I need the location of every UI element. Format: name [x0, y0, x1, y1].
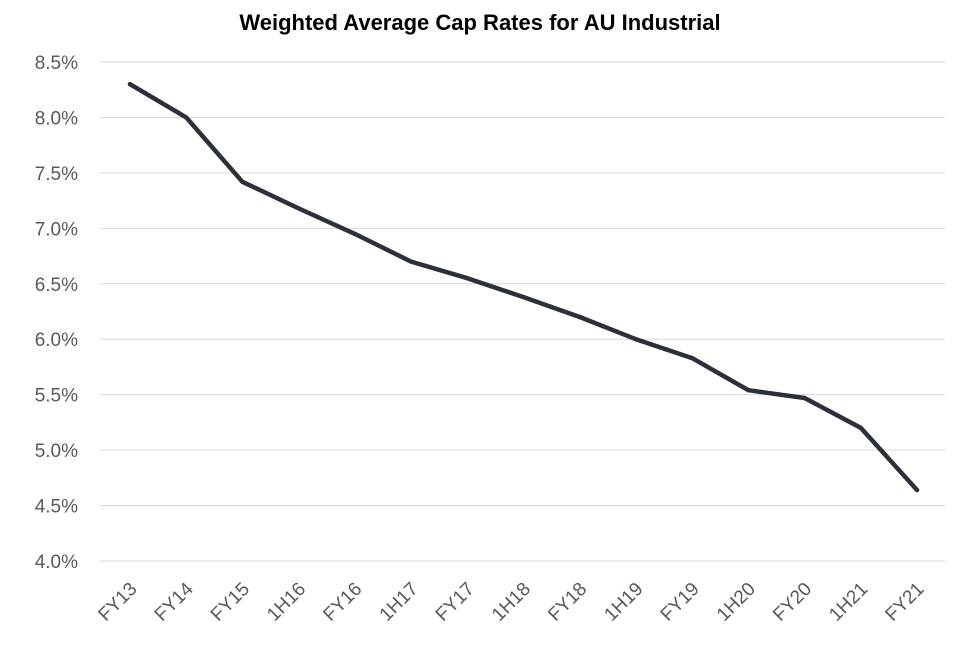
- x-tick-label: FY19: [657, 579, 704, 626]
- chart-title: Weighted Average Cap Rates for AU Indust…: [239, 10, 720, 35]
- y-tick-label: 5.0%: [35, 441, 78, 462]
- data-point: [633, 337, 639, 342]
- gridlines: [100, 61, 945, 562]
- x-tick-label: FY18: [544, 579, 591, 626]
- series-line: [127, 81, 920, 493]
- y-tick-label: 6.0%: [35, 330, 78, 351]
- x-tick-label: 1H20: [713, 579, 760, 626]
- y-tick-label: 4.0%: [35, 552, 78, 573]
- y-tick-label: 5.5%: [35, 386, 78, 407]
- x-tick-label: 1H16: [263, 579, 310, 626]
- data-point: [408, 259, 414, 264]
- x-tick-label: FY16: [319, 579, 366, 626]
- y-tick-label: 8.5%: [35, 53, 78, 74]
- data-point: [240, 179, 245, 184]
- y-axis-tick-labels: 4.0% 4.5% 5.0% 5.5% 6.0% 6.5% 7.0% 7.5% 8.0% 8.5%: [35, 53, 78, 573]
- data-point: [577, 314, 582, 320]
- data-point: [746, 388, 751, 393]
- x-tick-label: FY20: [769, 579, 816, 626]
- data-point: [521, 294, 526, 300]
- x-tick-label: FY13: [95, 579, 142, 626]
- data-point: [858, 425, 863, 431]
- x-axis-tick-labels: FY13 FY14 FY15 1H16 FY16 1H17 FY17 1H18 FY18 1H19…: [95, 578, 929, 625]
- x-tick-label: FY21: [882, 579, 929, 626]
- x-tick-label: 1H17: [376, 579, 423, 626]
- data-point: [465, 276, 470, 281]
- data-point: [802, 395, 807, 401]
- x-tick-label: 1H18: [488, 579, 535, 626]
- y-tick-label: 8.0%: [35, 108, 78, 129]
- data-point: [184, 115, 189, 120]
- y-tick-label: 6.5%: [35, 275, 78, 296]
- y-tick-label: 7.5%: [35, 164, 78, 185]
- y-tick-label: 7.0%: [35, 219, 78, 240]
- x-tick-label: FY15: [207, 579, 254, 626]
- data-point: [127, 81, 133, 87]
- data-point: [914, 487, 920, 493]
- y-tick-label: 4.5%: [35, 497, 78, 518]
- data-point: [352, 231, 358, 237]
- series-group: [127, 81, 920, 493]
- x-tick-label: FY17: [432, 579, 479, 626]
- x-tick-label: 1H21: [825, 579, 872, 626]
- data-point: [689, 355, 695, 361]
- x-tick-label: FY14: [151, 578, 198, 625]
- data-point: [296, 206, 301, 211]
- x-tick-label: 1H19: [600, 579, 647, 626]
